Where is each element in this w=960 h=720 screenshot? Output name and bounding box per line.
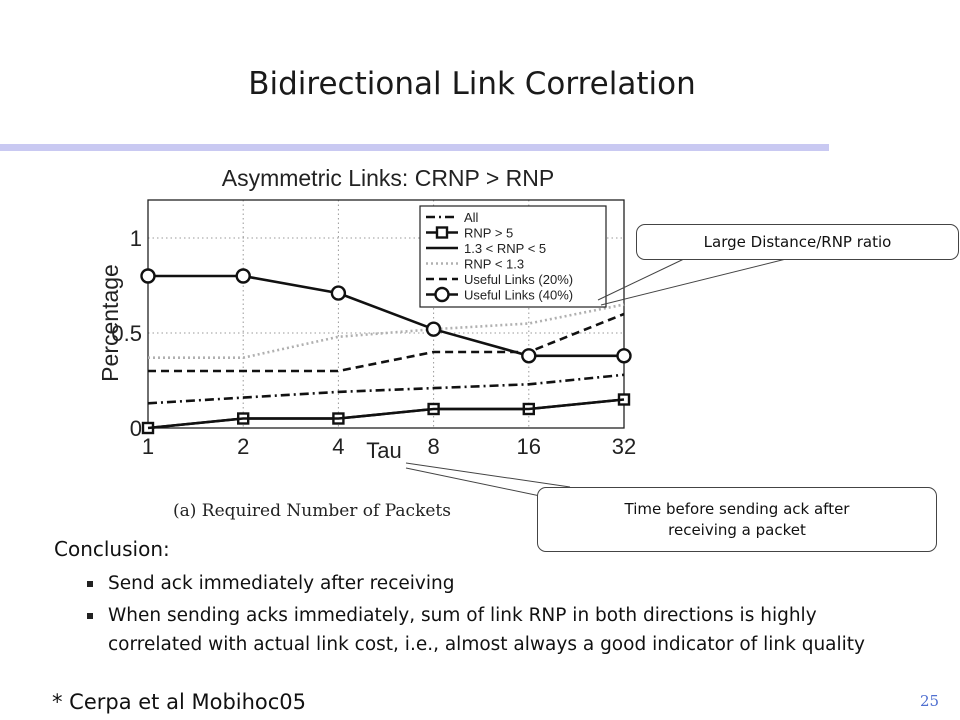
- x-tick-label: 32: [612, 434, 636, 459]
- x-tick-label: 1: [142, 434, 154, 459]
- y-tick-label: 0: [130, 416, 142, 441]
- series-line: [148, 303, 625, 359]
- legend-label: RNP < 1.3: [464, 257, 524, 272]
- series-line: [148, 274, 624, 358]
- chart-title: Asymmetric Links: CRNP > RNP: [222, 165, 555, 191]
- y-axis-label: Percentage: [97, 264, 123, 382]
- circle-marker: [616, 348, 632, 364]
- square-bullet-icon: [87, 581, 93, 587]
- distance-ratio-callout: Large Distance/RNP ratio: [636, 224, 959, 260]
- series-line: [147, 398, 625, 430]
- citation: * Cerpa et al Mobihoc05: [52, 690, 307, 714]
- tau-definition-line-2: receiving a packet: [668, 521, 806, 539]
- legend-label: Useful Links (20%): [464, 272, 573, 287]
- x-tick-label: 2: [237, 434, 249, 459]
- legend-label: RNP > 5: [464, 226, 513, 241]
- x-tick-label: 16: [517, 434, 541, 459]
- series-line: [148, 312, 625, 373]
- circle-marker: [140, 268, 156, 284]
- bullet-item: When sending acks immediately, sum of li…: [87, 601, 868, 659]
- page-number: 25: [920, 692, 940, 710]
- y-tick-labels: 00.51: [111, 226, 142, 441]
- conclusion-bullets: Send ack immediately after receiving Whe…: [87, 569, 868, 662]
- y-tick-label: 1: [130, 226, 142, 251]
- distance-ratio-text: Large Distance/RNP ratio: [703, 233, 892, 251]
- slide-title: Bidirectional Link Correlation: [248, 66, 696, 102]
- x-axis-label: Tau: [366, 438, 401, 463]
- circle-marker: [425, 321, 442, 337]
- legend-label: All: [464, 210, 479, 225]
- conclusion-heading: Conclusion:: [54, 537, 170, 561]
- x-tick-label: 4: [332, 434, 344, 459]
- x-tick-labels: 1 2 4 8 16 32: [142, 434, 636, 459]
- tau-definition-line-1: Time before sending ack after: [624, 500, 850, 518]
- bullet-text: Send ack immediately after receiving: [108, 573, 455, 594]
- legend-box: [419, 205, 607, 308]
- tau-definition-callout: Time before sending ack after receiving …: [537, 487, 937, 552]
- x-tick-label: 8: [427, 434, 439, 459]
- circle-marker: [330, 285, 347, 301]
- square-marker: [435, 226, 449, 239]
- circle-marker: [434, 286, 450, 303]
- bullet-item: Send ack immediately after receiving: [87, 569, 868, 598]
- chart-series-lines: [140, 268, 632, 435]
- chart-caption: (a) Required Number of Packets: [173, 501, 451, 521]
- circle-marker: [235, 268, 251, 284]
- legend-label: 1.3 < RNP < 5: [464, 241, 546, 256]
- series-line: [147, 373, 625, 405]
- y-tick-label: 0.5: [111, 321, 142, 346]
- square-bullet-icon: [87, 613, 93, 619]
- legend-label: Useful Links (40%): [464, 288, 573, 303]
- title-underline-bar: [0, 144, 829, 151]
- circle-marker: [521, 348, 537, 364]
- bullet-text: When sending acks immediately, sum of li…: [108, 605, 865, 655]
